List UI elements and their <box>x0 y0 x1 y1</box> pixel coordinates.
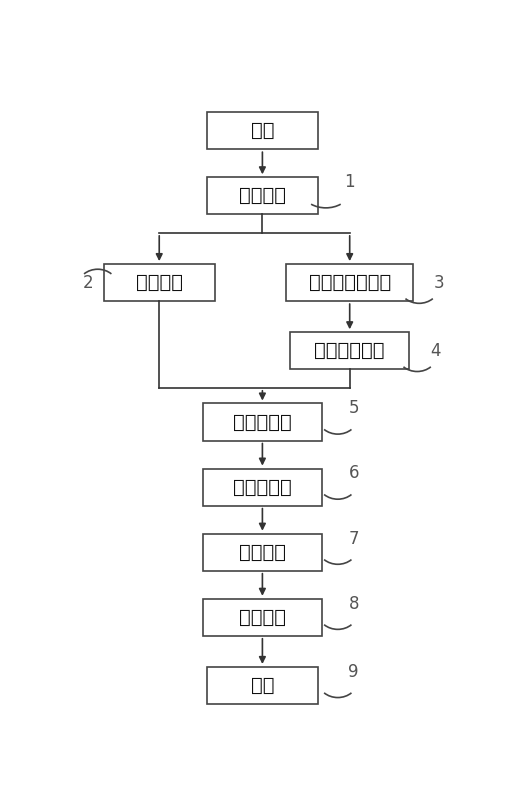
Text: 5: 5 <box>348 399 359 417</box>
Text: 漂洗淋巴细胞: 漂洗淋巴细胞 <box>314 341 385 361</box>
Bar <box>203 469 322 506</box>
Text: 激活血浆: 激活血浆 <box>136 273 183 292</box>
Text: 出库: 出库 <box>251 676 274 695</box>
Bar <box>203 599 322 636</box>
Text: 冲洗细胞: 冲洗细胞 <box>239 543 286 562</box>
Text: 稀释细胞: 稀释细胞 <box>239 608 286 627</box>
Text: 2: 2 <box>82 274 93 291</box>
Bar <box>203 403 322 440</box>
Bar <box>203 534 322 571</box>
Bar <box>207 667 318 704</box>
Text: 8: 8 <box>348 595 359 613</box>
Text: 6: 6 <box>348 464 359 482</box>
Text: 诱导期培养: 诱导期培养 <box>233 412 292 431</box>
Text: 9: 9 <box>348 663 359 681</box>
Text: 4: 4 <box>430 342 440 360</box>
Text: 开始: 开始 <box>251 122 274 140</box>
Text: 1: 1 <box>345 173 355 191</box>
Text: 3: 3 <box>434 274 444 291</box>
Text: 分离离心: 分离离心 <box>239 186 286 205</box>
Text: 7: 7 <box>348 530 359 547</box>
Bar <box>207 177 318 214</box>
Bar <box>103 264 215 301</box>
Text: 分离血细胞溶液: 分离血细胞溶液 <box>309 273 391 292</box>
Bar <box>207 112 318 149</box>
Bar <box>290 332 409 369</box>
Bar <box>286 264 413 301</box>
Text: 生长期培养: 生长期培养 <box>233 477 292 497</box>
